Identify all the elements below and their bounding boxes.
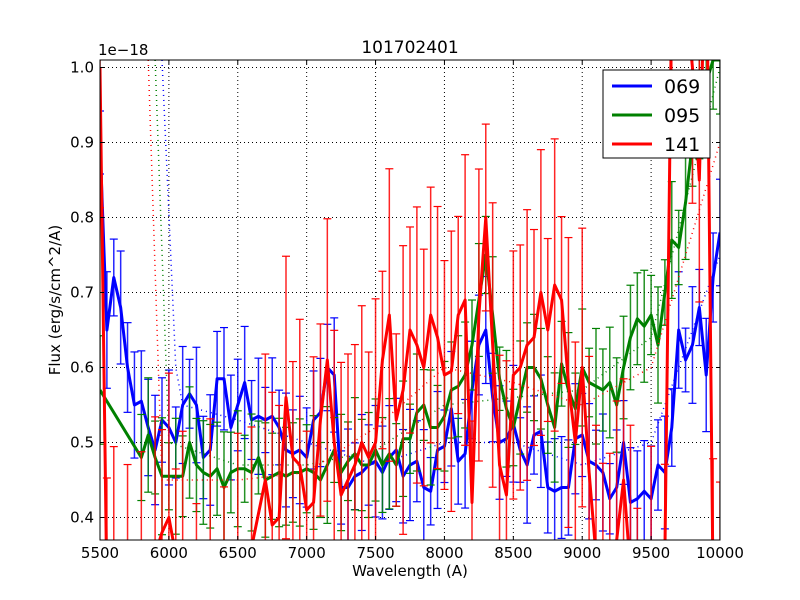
chart-title: 101702401 <box>361 38 458 58</box>
y-tick-label: 1.0 <box>70 59 94 77</box>
legend-label-141: 141 <box>664 134 700 156</box>
axes-frame <box>99 59 721 541</box>
series-line-141 <box>100 60 715 540</box>
x-tick-label: 6000 <box>150 544 188 562</box>
x-tick-label: 8500 <box>494 544 532 562</box>
y-offset-text: 1e−18 <box>98 41 148 59</box>
legend: 069 095 141 <box>602 69 711 159</box>
x-tick-label: 10000 <box>696 544 744 562</box>
series-141 <box>100 60 720 540</box>
x-tick-label: 7500 <box>356 544 394 562</box>
y-tick-label: 0.9 <box>70 134 94 152</box>
y-axis-label: Flux (erg/s/cm^2/A) <box>46 225 64 376</box>
x-tick-label: 6500 <box>219 544 257 562</box>
series-line-095 <box>100 60 720 489</box>
y-tick-label: 0.5 <box>70 434 94 452</box>
y-tick-label: 0.4 <box>70 509 94 527</box>
data-marks <box>100 60 720 540</box>
x-tick-label: 9000 <box>563 544 601 562</box>
x-tick-label: 9500 <box>632 544 670 562</box>
y-tick-label: 0.8 <box>70 209 94 227</box>
y-tick-label: 0.6 <box>70 359 94 377</box>
x-tick-label: 5500 <box>81 544 119 562</box>
legend-label-069: 069 <box>664 76 700 98</box>
x-tick-label: 7000 <box>288 544 326 562</box>
y-tick-label: 0.7 <box>70 284 94 302</box>
ticks: 5500 6000 6500 7000 7500 8000 8500 9000 9500 1000… <box>70 59 744 563</box>
x-tick-label: 8000 <box>425 544 463 562</box>
legend-label-095: 095 <box>664 105 700 127</box>
x-axis-label: Wavelength (A) <box>352 562 468 580</box>
dotted-line-069 <box>161 60 720 466</box>
